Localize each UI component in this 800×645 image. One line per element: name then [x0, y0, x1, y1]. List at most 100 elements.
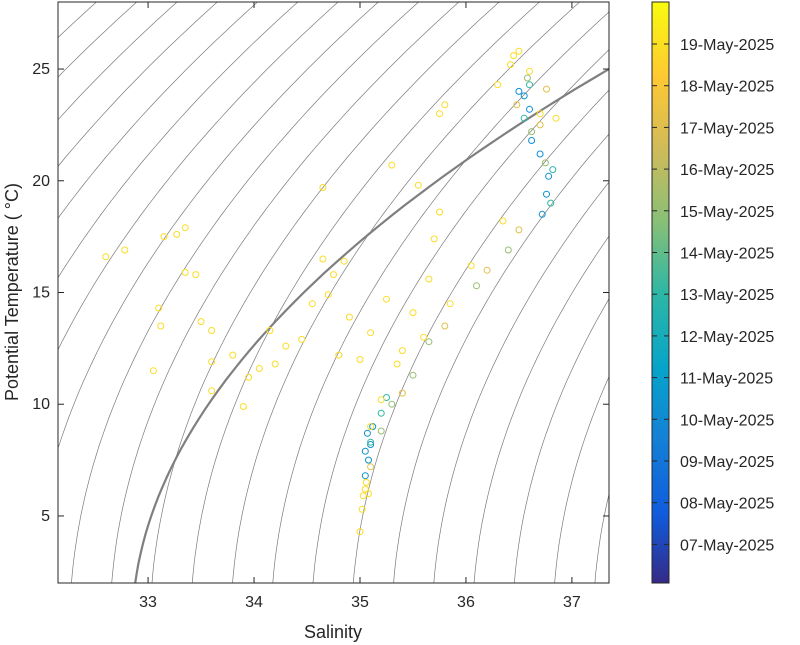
colorbar-label: 17-May-2025 — [680, 120, 774, 137]
data-point — [181, 224, 189, 232]
data-point — [398, 347, 406, 355]
plot-area: 33 34 35 36 37 5 10 15 20 25 — [32, 1, 610, 611]
colorbar-label: 14-May-2025 — [680, 246, 774, 263]
data-point — [549, 166, 557, 174]
data-point — [528, 128, 536, 136]
data-point — [361, 447, 369, 455]
data-point — [367, 438, 375, 446]
colorbar-label: 18-May-2025 — [680, 79, 774, 96]
data-point — [365, 456, 372, 464]
data-point — [271, 360, 279, 368]
data-point — [361, 485, 369, 493]
data-point — [388, 400, 396, 408]
data-point — [358, 505, 366, 513]
data-point — [414, 181, 422, 189]
data-point — [420, 333, 428, 341]
data-points — [102, 47, 560, 536]
data-point — [362, 478, 370, 486]
data-point — [388, 161, 396, 169]
data-point — [208, 358, 216, 366]
x-tick-label: 37 — [563, 594, 581, 611]
data-point — [526, 81, 533, 89]
data-point — [308, 300, 316, 308]
density-contour-line — [393, 133, 609, 583]
x-tick-label: 36 — [457, 594, 475, 611]
y-tick-label: 5 — [41, 508, 50, 525]
data-point — [499, 217, 507, 225]
data-point — [510, 52, 518, 60]
data-point — [298, 335, 306, 343]
data-point — [515, 226, 523, 234]
data-point — [377, 409, 385, 417]
colorbar-labels: 07-May-2025 08-May-2025 09-May-2025 10-May-… — [652, 37, 774, 554]
data-point — [361, 472, 369, 480]
y-tick-label: 10 — [32, 396, 50, 413]
data-point — [483, 266, 491, 274]
data-point — [543, 85, 550, 93]
data-point — [515, 87, 523, 95]
density-contour-line — [514, 298, 609, 583]
data-point — [526, 67, 533, 75]
density-contour-line — [71, 2, 419, 583]
colorbar: 07-May-2025 08-May-2025 09-May-2025 10-May-… — [651, 1, 774, 584]
data-point — [504, 246, 512, 254]
data-point — [393, 360, 401, 368]
data-point — [398, 389, 406, 397]
y-tick-label: 15 — [32, 285, 50, 302]
data-point — [356, 356, 364, 363]
y-tick-label: 25 — [32, 61, 50, 78]
colorbar-label: 08-May-2025 — [680, 496, 774, 513]
data-point — [266, 327, 274, 334]
density-contour-line — [554, 375, 609, 583]
data-point — [425, 338, 433, 346]
data-point — [536, 121, 544, 129]
density-contour-line — [58, 2, 178, 121]
density-contour-line — [58, 2, 379, 450]
data-point — [356, 528, 364, 536]
data-point — [365, 490, 372, 498]
colorbar-label: 12-May-2025 — [680, 329, 774, 346]
data-point — [155, 304, 163, 312]
data-point — [441, 101, 449, 109]
plot-background — [58, 2, 609, 583]
data-point — [239, 403, 247, 410]
density-contour-line — [272, 11, 609, 583]
colorbar-gradient — [651, 1, 670, 584]
data-point — [467, 262, 475, 270]
data-point — [330, 271, 337, 279]
data-point — [245, 373, 253, 381]
data-point — [383, 295, 390, 303]
y-axis-label: Potential Temperature ( °C) — [2, 183, 22, 401]
data-point — [367, 441, 375, 448]
colorbar-label: 11-May-2025 — [680, 371, 773, 388]
data-point — [547, 199, 555, 207]
data-point — [473, 282, 480, 290]
data-point — [515, 47, 523, 55]
colorbar-label: 10-May-2025 — [680, 412, 774, 429]
data-point — [543, 190, 550, 198]
data-point — [425, 275, 433, 283]
data-point — [319, 184, 327, 191]
data-point — [208, 387, 216, 395]
density-contour-line — [111, 2, 460, 583]
data-point — [229, 351, 237, 359]
data-point — [545, 172, 553, 180]
data-point — [192, 271, 200, 279]
data-point — [319, 255, 327, 263]
data-point — [157, 322, 165, 330]
density-contour-line — [473, 235, 609, 583]
data-point — [173, 230, 181, 238]
density-contour-line — [191, 2, 540, 583]
data-point — [367, 329, 375, 337]
data-point — [409, 309, 417, 317]
y-tick-label: 20 — [32, 173, 50, 190]
x-axis-ticks: 33 34 35 36 37 — [139, 2, 581, 611]
data-point — [409, 371, 417, 379]
data-point — [430, 235, 438, 243]
data-point — [538, 210, 546, 218]
data-point — [536, 110, 544, 118]
colorbar-label: 13-May-2025 — [680, 287, 774, 304]
data-point — [369, 423, 377, 431]
data-point — [507, 61, 514, 69]
